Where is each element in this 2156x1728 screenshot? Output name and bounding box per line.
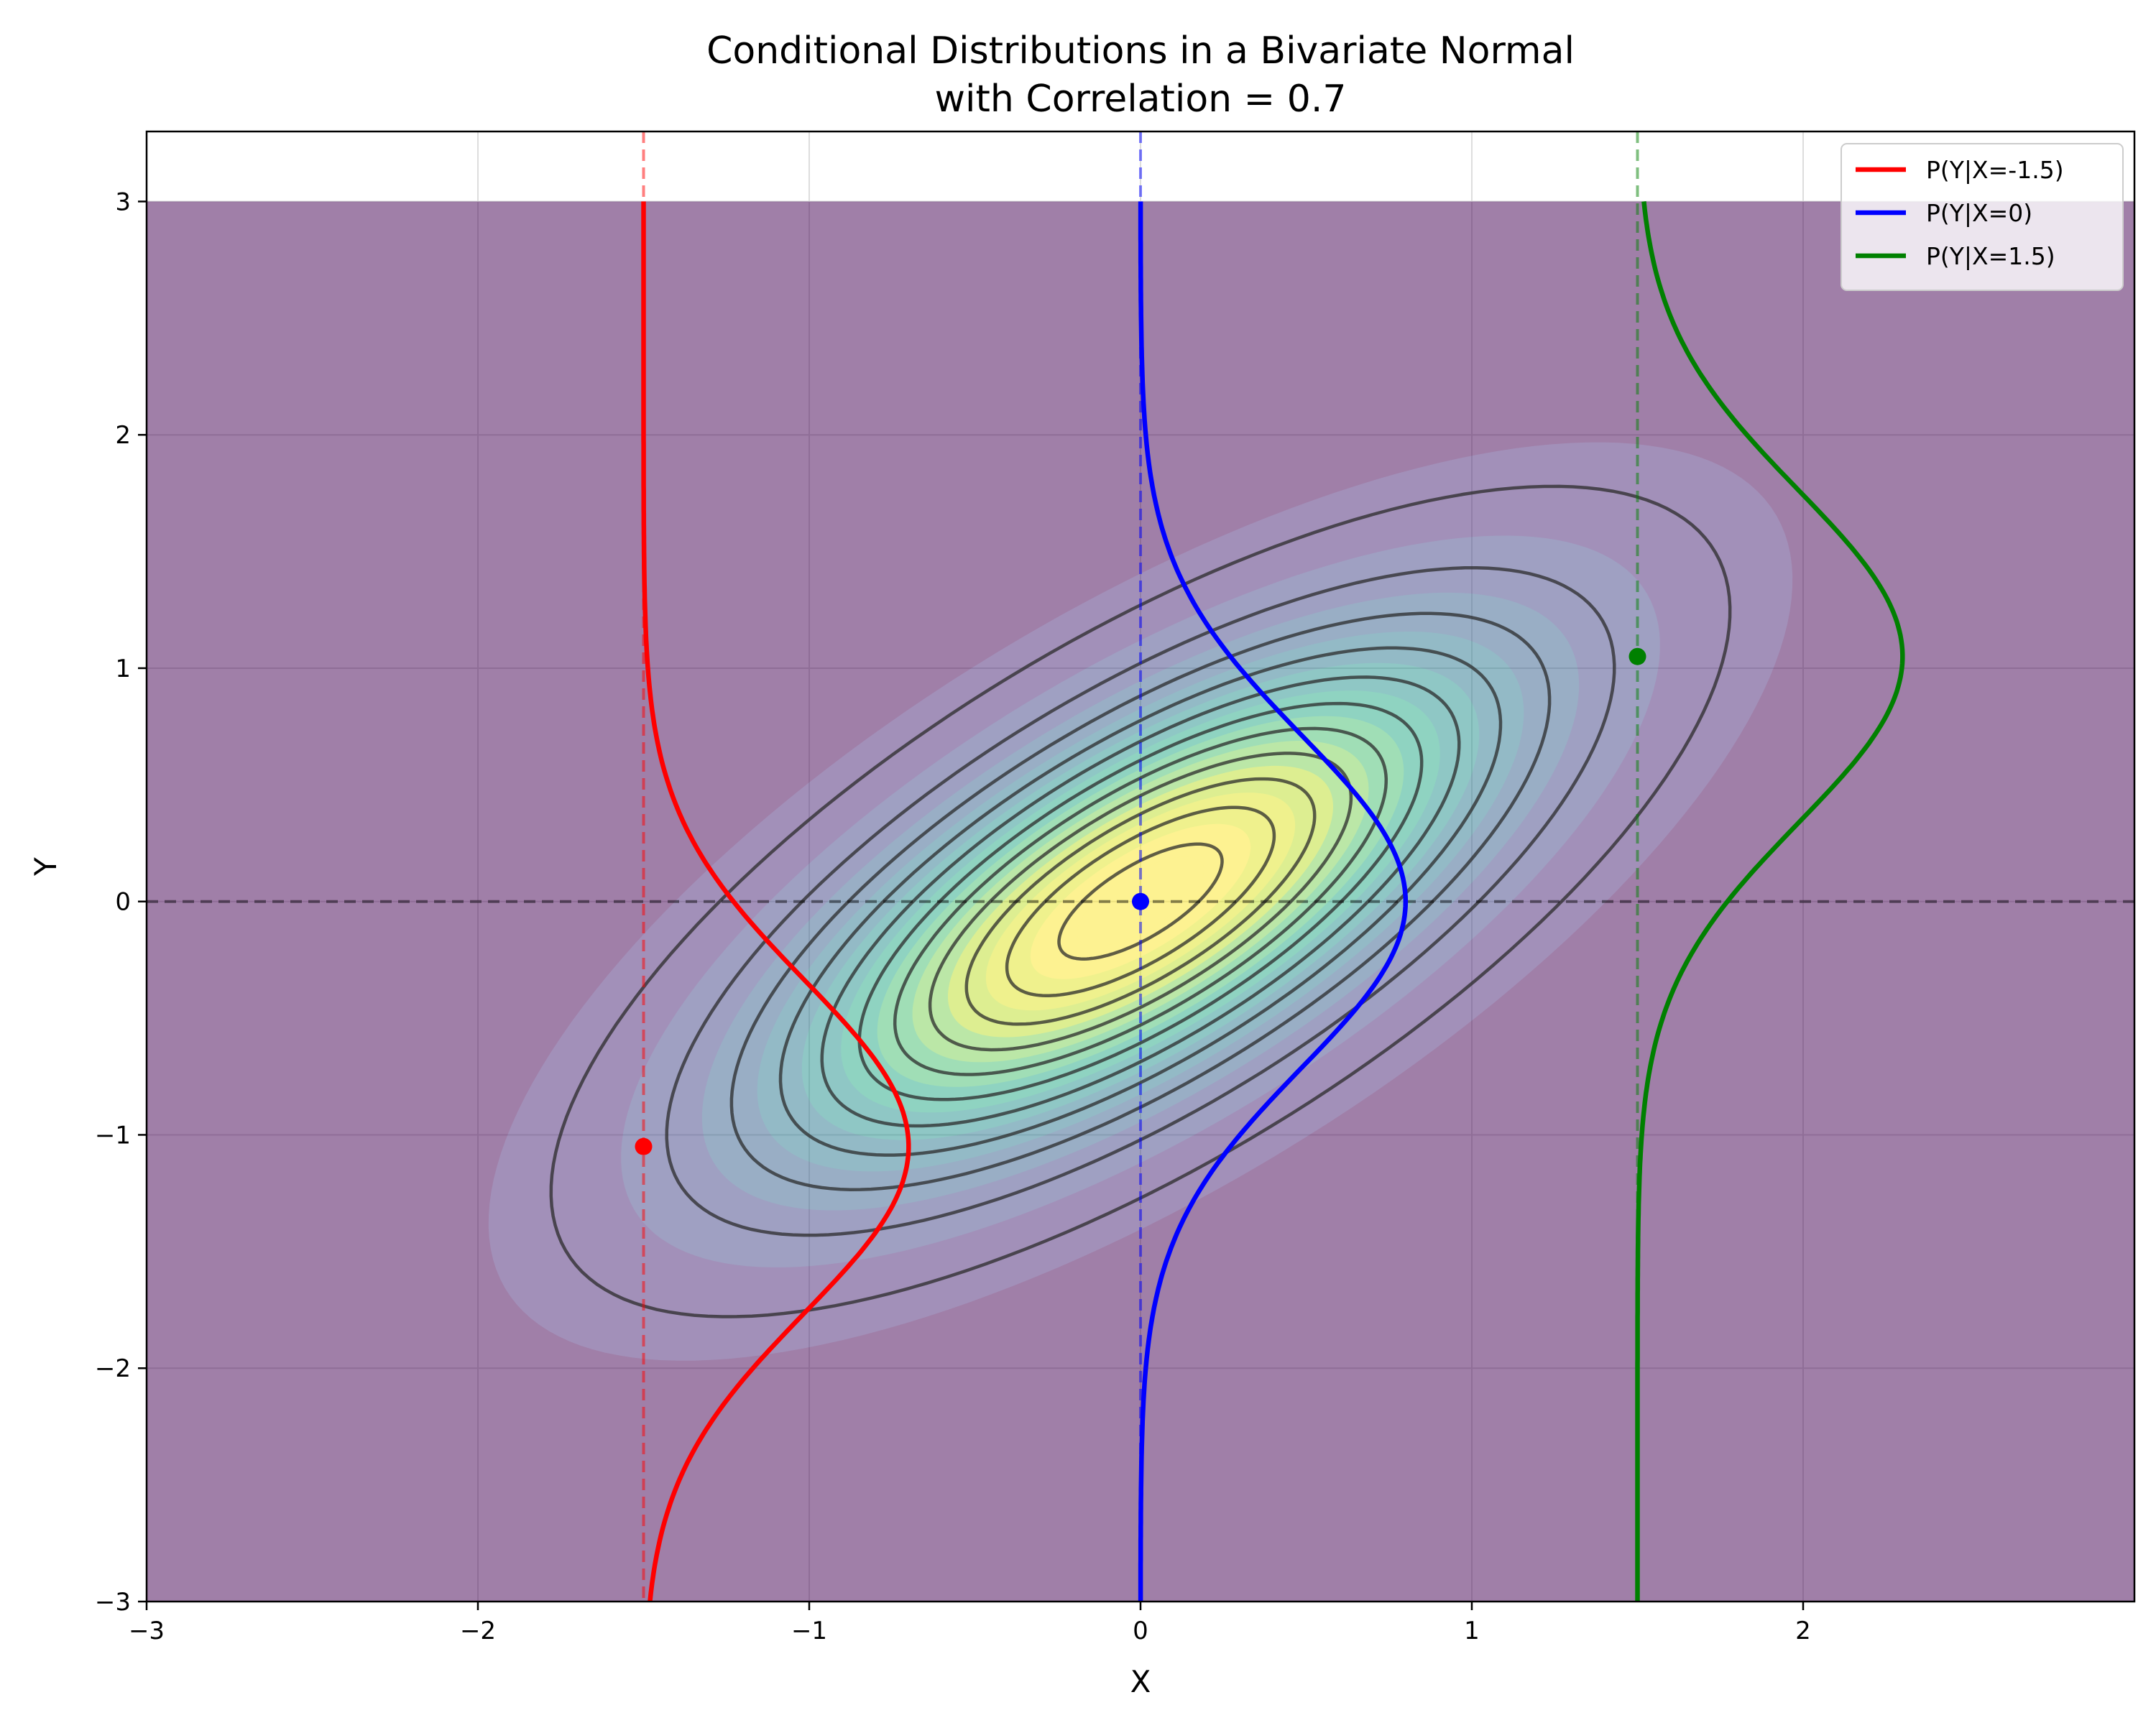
x-tick-label: −2 (460, 1617, 496, 1645)
contour-line (857, 701, 1424, 1101)
y-axis-label: Y (28, 857, 63, 877)
contour-line (928, 752, 1353, 1052)
legend-label-1: P(Y|X=0) (1926, 199, 2032, 227)
conditional-curve-0 (641, 201, 911, 1602)
y-axis: −3 −2 −1 0 1 2 3 (95, 188, 147, 1617)
contour-line (665, 566, 1616, 1237)
x-tick-label: 2 (1795, 1617, 1811, 1645)
chart-title: Conditional Distributions in a Bivariate… (706, 29, 1575, 73)
contour-line (1057, 842, 1224, 961)
y-tick-label: −1 (95, 1121, 131, 1150)
plot-area (147, 131, 2134, 1602)
chart-subtitle: with Correlation = 0.7 (935, 78, 1347, 121)
x-axis: −3 −2 −1 0 1 2 (129, 1602, 1811, 1645)
y-tick-label: 2 (115, 421, 131, 450)
conditional-curve-2 (1635, 201, 1905, 1602)
legend-label-0: P(Y|X=-1.5) (1926, 156, 2064, 184)
contour-line (893, 726, 1388, 1076)
x-tick-label: −1 (791, 1617, 827, 1645)
contour-line (729, 611, 1552, 1191)
conditional-mean-point-1 (1132, 892, 1149, 910)
conditional-means (635, 647, 1646, 1155)
contour-line (820, 675, 1461, 1128)
conditional-mean-point-2 (1628, 647, 1646, 665)
legend-label-2: P(Y|X=1.5) (1926, 242, 2055, 270)
contour-line (549, 484, 1732, 1318)
y-tick-label: −3 (95, 1588, 131, 1617)
x-axis-label: X (1130, 1664, 1151, 1699)
contour-line (1005, 805, 1276, 997)
x-tick-label: −3 (129, 1617, 165, 1645)
legend: P(Y|X=-1.5) P(Y|X=0) P(Y|X=1.5) (1841, 143, 2124, 291)
y-tick-label: 1 (115, 655, 131, 683)
contour-lines (549, 484, 1732, 1318)
legend-box (1841, 143, 2124, 291)
contour-line (778, 646, 1503, 1157)
x-tick-label: 1 (1464, 1617, 1480, 1645)
x-tick-label: 0 (1133, 1617, 1148, 1645)
conditional-mean-point-0 (635, 1137, 653, 1155)
y-tick-label: 3 (115, 188, 131, 216)
y-tick-label: −2 (95, 1354, 131, 1383)
contour-line (964, 777, 1317, 1026)
conditional-curves (641, 201, 1905, 1602)
conditional-curve-1 (1138, 201, 1409, 1602)
y-tick-label: 0 (115, 888, 131, 917)
